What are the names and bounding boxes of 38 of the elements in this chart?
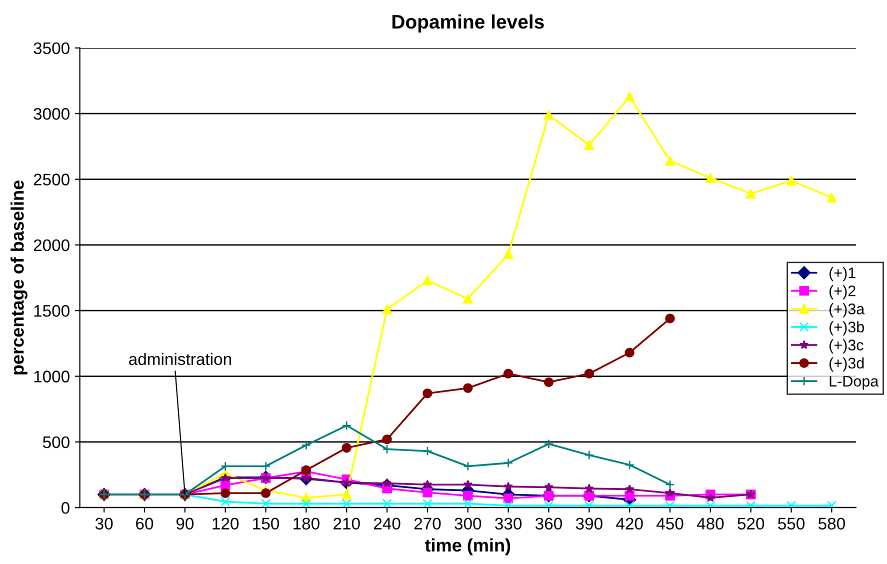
x-tick-label: 360 [535,518,562,530]
x-tick-label: 480 [696,518,724,530]
x-tick-label: 270 [414,518,441,530]
legend-label: (+)3c [830,339,864,354]
x-tick-label: 300 [454,518,482,530]
y-tick-label: 0 [61,502,70,514]
x-tick-label: 420 [616,518,643,530]
x-tick-label: 580 [818,518,845,530]
x-tick-label: 30 [95,518,113,530]
x-tick-label: 180 [294,518,320,530]
x-tick-label: 120 [212,518,239,530]
x-tick-label: 60 [136,518,154,530]
x-tick-label: 390 [576,518,602,530]
x-axis-title: time (min) [424,538,510,556]
y-tick-label: 2500 [34,174,70,186]
x-tick-label: 520 [738,518,764,530]
legend-label: L-Dopa [830,376,879,390]
y-axis-title: percentage of baseline [10,180,28,374]
x-tick-label: 550 [778,518,805,530]
legend-label: (+)3b [830,321,864,336]
x-tick-label: 210 [334,518,360,530]
y-tick-label: 500 [42,436,70,448]
legend-label: (+)2 [830,285,856,300]
x-tick-label: 450 [656,518,684,530]
chart-title: Dopamine levels [392,14,544,33]
x-tick-label: 330 [495,518,522,530]
y-tick-label: 1500 [34,305,70,317]
y-tick-label: 3000 [34,108,70,120]
legend-label: (+)3d [830,357,864,372]
legend-label: (+)1 [830,267,856,282]
x-tick-label: 240 [374,518,400,530]
y-tick-label: 2000 [34,239,70,252]
x-tick-label: 90 [176,518,194,530]
legend-label: (+)3a [830,303,865,318]
y-tick-label: 3500 [34,42,70,54]
x-tick-label: 150 [253,518,280,530]
annotation: administration [129,352,232,366]
y-tick-label: 1000 [34,370,70,382]
